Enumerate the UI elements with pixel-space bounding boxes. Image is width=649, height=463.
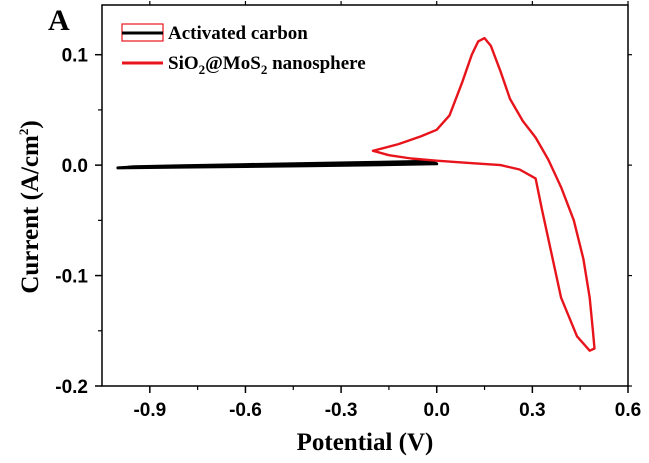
x-tick-label: -0.3 bbox=[325, 400, 358, 421]
y-axis-title-close: ) bbox=[17, 120, 44, 128]
x-tick-label: -0.9 bbox=[133, 400, 166, 421]
legend: Activated carbon SiO2@MoS2 nanosphere bbox=[121, 23, 366, 77]
y-axis-title-superscript: 2 bbox=[16, 129, 31, 136]
legend-part: @MoS bbox=[205, 53, 261, 74]
legend-subscript: 2 bbox=[199, 62, 206, 77]
legend-part: SiO bbox=[168, 53, 199, 74]
legend-part: nanosphere bbox=[267, 53, 365, 74]
x-tick-label: 0.3 bbox=[519, 400, 545, 421]
legend-subscript: 2 bbox=[261, 62, 268, 77]
y-axis-title-main: Current (A/cm bbox=[17, 135, 44, 294]
x-tick-label: 0.6 bbox=[615, 400, 641, 421]
x-tick-label: -0.6 bbox=[229, 400, 262, 421]
y-tick-label: 0.0 bbox=[62, 156, 88, 177]
legend-label-sio2-mos2: SiO2@MoS2 nanosphere bbox=[168, 53, 366, 77]
plot-frame bbox=[101, 4, 629, 387]
series-line-sio2-mos2 bbox=[371, 36, 596, 352]
series-line-activated-carbon bbox=[116, 159, 439, 170]
y-tick-label: -0.1 bbox=[55, 267, 88, 288]
x-axis-title: Potential (V) bbox=[297, 429, 434, 456]
y-tick-label: 0.1 bbox=[62, 46, 89, 67]
series-layer bbox=[116, 36, 596, 352]
y-axis-title: Current (A/cm2) bbox=[16, 120, 44, 293]
ticks-layer: -0.9 -0.6 -0.3 0.0 0.3 0.6 -0.2 -0.1 0.0 0.1 bbox=[55, 1, 641, 421]
y-tick-label: -0.2 bbox=[55, 377, 88, 398]
panel-label: A bbox=[48, 4, 70, 37]
x-tick-label: 0.0 bbox=[424, 400, 450, 421]
legend-label-activated-carbon: Activated carbon bbox=[168, 23, 308, 44]
